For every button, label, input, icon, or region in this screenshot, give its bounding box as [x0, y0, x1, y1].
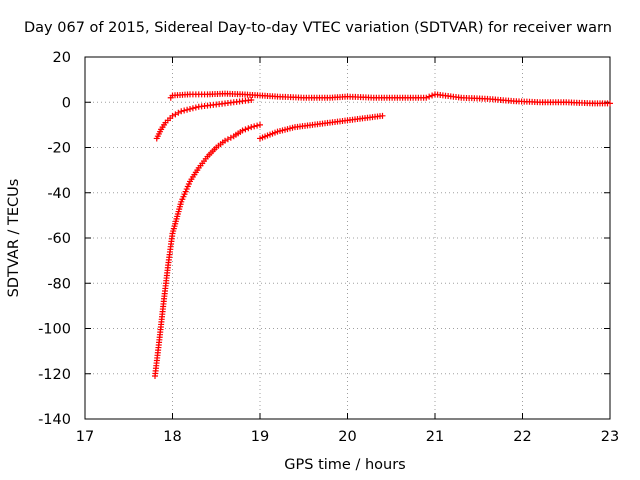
y-tick-label: -20: [47, 141, 71, 157]
data-point-dense: [192, 104, 199, 111]
data-point: [423, 94, 430, 101]
data-point: [248, 124, 255, 131]
data-point-dense: [426, 93, 433, 100]
y-tick-label: -80: [47, 276, 71, 292]
x-tick-label: 17: [76, 429, 94, 445]
data-point: [607, 100, 613, 107]
y-tick-label: 20: [53, 50, 71, 66]
y-tick-label: -100: [38, 322, 71, 338]
grid-lines: [85, 57, 610, 419]
y-tick-label: 0: [62, 95, 71, 111]
y-tick-label: -40: [47, 186, 71, 202]
series-arc-1: [152, 121, 263, 380]
data-point-dense: [189, 105, 196, 112]
data-point-dense: [184, 106, 191, 113]
x-tick-label: 21: [426, 429, 444, 445]
x-tick-label: 19: [251, 429, 269, 445]
x-axis-label: GPS time / hours: [284, 457, 406, 473]
axis-ticks: 17 18 19 20 21 22 23 20 0 -20 -40 -60 -80 -100 -120 -14…: [38, 50, 619, 445]
x-tick-label: 23: [601, 429, 619, 445]
chart-title: Day 067 of 2015, Sidereal Day-to-day VTE…: [24, 20, 612, 36]
data-point-dense: [429, 92, 436, 99]
data-points: [152, 90, 613, 380]
data-point: [178, 108, 185, 115]
x-tick-label: 18: [163, 429, 181, 445]
data-point: [257, 121, 263, 128]
data-point-dense: [254, 122, 261, 129]
x-tick-label: 22: [513, 429, 531, 445]
series-arc-2: [153, 96, 255, 142]
data-point: [248, 96, 255, 103]
x-tick-label: 20: [338, 429, 356, 445]
y-axis-label: SDTVAR / TECUs: [6, 178, 22, 298]
y-tick-label: -140: [38, 412, 71, 428]
data-point: [187, 106, 193, 113]
data-point: [379, 112, 386, 119]
y-tick-label: -60: [47, 231, 71, 247]
series-arc-1b: [257, 112, 386, 142]
y-tick-label: -120: [38, 367, 71, 383]
data-point-dense: [242, 126, 249, 133]
data-point-dense: [181, 107, 188, 114]
series-arc-3: [167, 90, 613, 107]
data-point: [239, 127, 246, 134]
data-point-dense: [251, 123, 258, 130]
data-point-dense: [245, 125, 252, 132]
